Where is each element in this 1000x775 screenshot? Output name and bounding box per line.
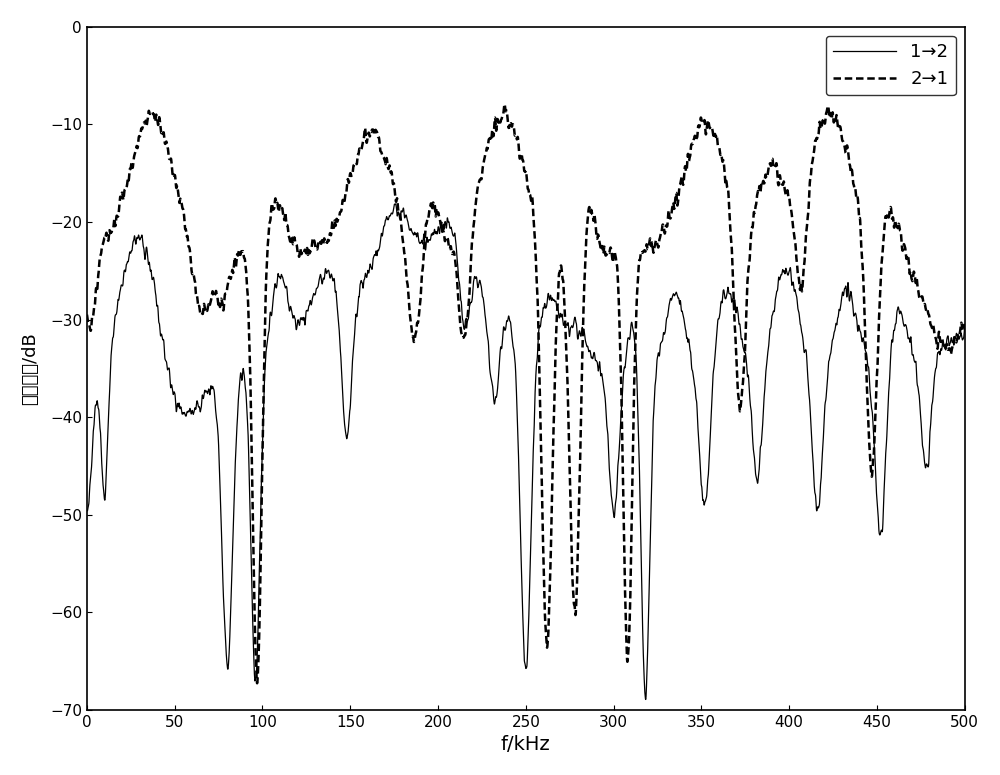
1→2: [639, 686, 651, 695]
2→1: [779, 185, 791, 195]
2→1: [732, 387, 744, 396]
1→2: [125, 247, 137, 257]
2→1: [959, 322, 971, 331]
1→2: [389, 199, 401, 208]
Line: 2→1: 2→1: [87, 104, 965, 684]
2→1: [251, 679, 263, 688]
2→1: [399, 250, 411, 260]
2→1: [125, 161, 137, 170]
Legend: 1→2, 2→1: 1→2, 2→1: [826, 36, 956, 95]
2→1: [498, 99, 510, 109]
1→2: [399, 213, 411, 222]
2→1: [639, 246, 651, 255]
Y-axis label: 功率衰减/dB: 功率衰减/dB: [21, 332, 39, 405]
2→1: [601, 250, 613, 259]
1→2: [959, 322, 971, 332]
1→2: [732, 308, 744, 317]
X-axis label: f/kHz: f/kHz: [501, 735, 551, 754]
2→1: [81, 310, 93, 319]
1→2: [640, 695, 652, 704]
1→2: [600, 416, 612, 425]
1→2: [81, 506, 93, 515]
Line: 1→2: 1→2: [87, 204, 965, 700]
1→2: [779, 269, 791, 278]
